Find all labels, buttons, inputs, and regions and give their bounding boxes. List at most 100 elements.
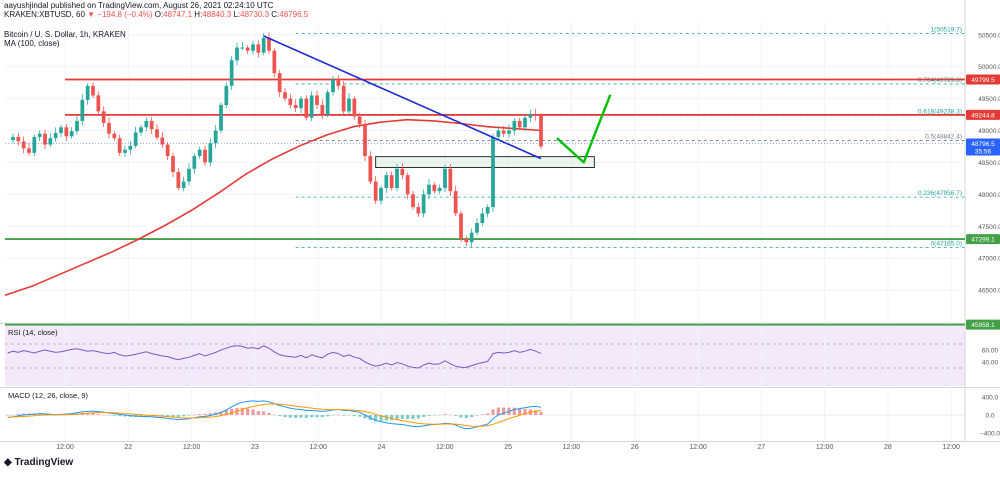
time-tick-label: 12:00 <box>309 444 327 451</box>
candle-body <box>213 130 218 144</box>
time-tick-label: 26 <box>631 444 639 451</box>
time-tick-label: 12:00 <box>689 444 707 451</box>
rsi-line <box>7 345 542 369</box>
price-tick-label: 47500.0 <box>978 224 1000 231</box>
macd-histogram-bar <box>187 415 191 416</box>
time-tick-label: 22 <box>124 444 132 451</box>
time-tick-label: 12:00 <box>436 444 454 451</box>
candle-body <box>299 98 303 109</box>
candle-body <box>133 132 138 146</box>
macd-histogram-bar <box>182 415 186 417</box>
time-tick-label: 27 <box>757 444 765 451</box>
macd-histogram-bar <box>299 415 303 418</box>
fib-level-label: 0.618(49238.3) <box>918 108 962 115</box>
time-tick-label: 24 <box>378 444 386 451</box>
price-tick-label: 50000.0 <box>978 64 1000 71</box>
candle-body <box>395 168 399 188</box>
high-key: H: <box>194 10 203 19</box>
candle-body <box>37 133 42 137</box>
candle-body <box>64 127 69 137</box>
macd-histogram-bar <box>272 414 276 416</box>
candle-body <box>357 116 362 125</box>
macd-histogram-bar <box>43 413 47 415</box>
candle-body <box>149 120 154 130</box>
rsi-tick-label: 60.00 <box>982 348 999 355</box>
candle-body <box>501 130 506 134</box>
tradingview-logo[interactable]: ◆ TradingView <box>4 457 73 468</box>
candle-body <box>245 47 250 51</box>
macd-histogram-bar <box>470 415 474 418</box>
macd-histogram-bar <box>166 415 170 417</box>
time-tick-label: 12:00 <box>56 444 74 451</box>
price-tick-label: 49000.0 <box>978 128 1000 135</box>
level-price-tag <box>966 74 1000 85</box>
candle-body <box>379 187 383 201</box>
candle-body <box>421 194 426 214</box>
macd-histogram-bar <box>219 411 223 415</box>
close-key: C: <box>271 10 280 19</box>
level-price-tag <box>966 319 1000 330</box>
time-tick-label: 12:00 <box>183 444 201 451</box>
macd-histogram-bar <box>224 410 228 415</box>
close-value: 48796.5 <box>279 10 309 19</box>
macd-histogram-bar <box>107 415 111 416</box>
candle-body <box>144 120 149 128</box>
candle-body <box>341 85 346 112</box>
price-tick-label: 48000.0 <box>978 192 1000 199</box>
low-key: L: <box>233 10 241 19</box>
candle-body <box>21 141 26 149</box>
candle-body <box>309 95 314 118</box>
level-price-tag-label: 47299.1 <box>971 237 995 244</box>
high-value: 48840.3 <box>202 10 232 19</box>
macd-histogram-bar <box>171 415 175 417</box>
candle-body <box>176 172 181 188</box>
candle-body <box>123 149 127 153</box>
pane-title: Bitcoin / U. S. Dollar, 1h, KRAKEN <box>4 30 126 39</box>
candle-body <box>384 175 389 188</box>
time-tick-label: 12:00 <box>563 444 581 451</box>
candle-body <box>496 130 501 137</box>
level-price-tag <box>966 109 1000 120</box>
candle-body <box>480 213 485 224</box>
candle-body <box>507 130 511 134</box>
macd-title: MACD (12, 26, close, 9) <box>8 391 89 400</box>
candle-body <box>165 144 170 157</box>
macd-histogram-bar <box>358 415 362 417</box>
candle-body <box>331 79 335 93</box>
macd-histogram-bar <box>310 415 314 418</box>
candle-body <box>128 145 133 150</box>
candle-body <box>523 117 527 128</box>
fib-level-label: 0.236(47956.7) <box>918 190 962 197</box>
candle-body <box>53 133 58 139</box>
candle-body <box>48 138 53 145</box>
macd-histogram-bar <box>198 414 202 415</box>
candle-body <box>304 98 309 118</box>
macd-histogram-bar <box>331 415 335 416</box>
candle-body <box>336 79 341 86</box>
macd-histogram-bar <box>512 407 516 415</box>
level-price-tag-label: 49244.8 <box>971 112 995 119</box>
macd-histogram-bar <box>427 415 431 416</box>
macd-histogram-bar <box>464 415 468 419</box>
current-price-tag <box>966 138 1000 156</box>
macd-histogram-bar <box>432 415 436 416</box>
macd-histogram-bar <box>352 415 356 417</box>
macd-histogram-bar <box>102 414 106 416</box>
macd-histogram-bar <box>480 414 484 415</box>
macd-histogram-bar <box>16 414 20 415</box>
macd-histogram-bar <box>208 413 212 415</box>
open-key: O: <box>154 10 164 19</box>
macd-histogram-bar <box>395 415 399 420</box>
candle-body <box>101 111 106 123</box>
macd-signal-line <box>7 403 542 427</box>
candle-body <box>352 98 357 117</box>
ma-legend: MA (100, close) <box>4 39 60 48</box>
candle-body <box>389 175 394 188</box>
rsi-title: RSI (14, close) <box>8 328 58 337</box>
rsi-band-background <box>5 326 965 386</box>
candle-body <box>261 37 266 53</box>
price-tick-label: 47000.0 <box>978 256 1000 263</box>
macd-histogram-bar <box>374 415 378 422</box>
